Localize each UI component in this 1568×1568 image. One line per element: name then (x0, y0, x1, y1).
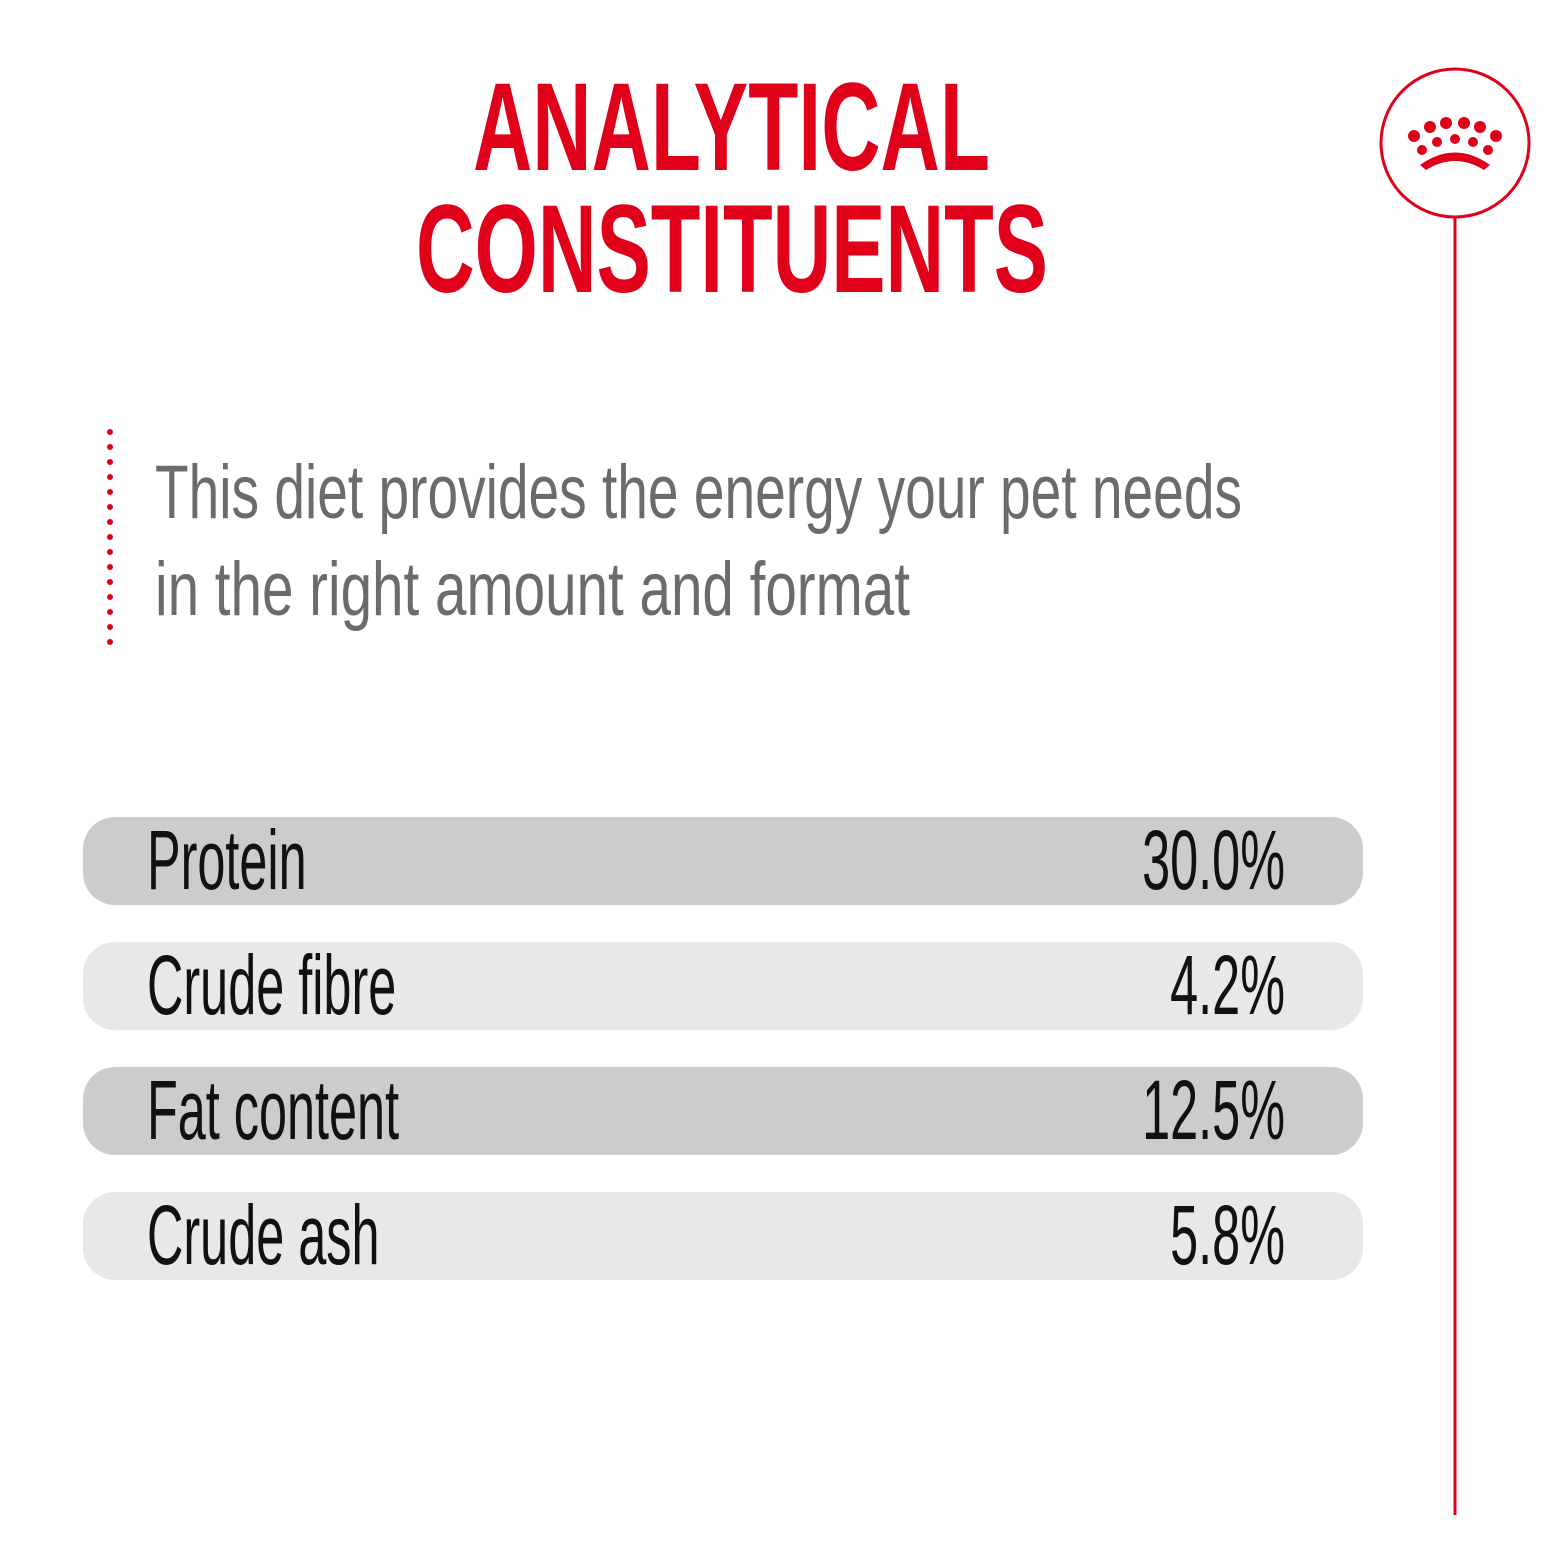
description-line: in the right amount and format (155, 547, 910, 632)
brand-logo (1379, 67, 1531, 1515)
row-background (83, 942, 1363, 1030)
constituents-table: Protein 30.0% Crude fibre 4.2% Fat content 12… (83, 813, 1363, 1283)
constituent-value: 12.5% (1142, 1063, 1285, 1158)
row-background (83, 1192, 1363, 1280)
crown (1408, 117, 1502, 170)
title-line: CONSTITUENTS (416, 180, 1048, 319)
table-row: Crude fibre 4.2% (83, 938, 1363, 1033)
constituent-value: 4.2% (1170, 938, 1285, 1033)
table-row: Protein 30.0% (83, 813, 1363, 908)
description-line: This diet provides the energy your pet n… (155, 450, 1242, 535)
constituent-name: Fat content (147, 1063, 399, 1158)
constituent-name: Crude ash (147, 1188, 379, 1283)
row-background (83, 1067, 1363, 1155)
constituent-value: 5.8% (1170, 1188, 1285, 1283)
table-row: Fat content 12.5% (83, 1063, 1363, 1158)
row-background (83, 817, 1363, 905)
title-line: ANALYTICAL (473, 58, 990, 197)
constituent-name: Protein (147, 813, 307, 908)
constituent-name: Crude fibre (147, 938, 396, 1033)
table-row: Crude ash 5.8% (83, 1188, 1363, 1283)
constituent-value: 30.0% (1142, 813, 1285, 908)
